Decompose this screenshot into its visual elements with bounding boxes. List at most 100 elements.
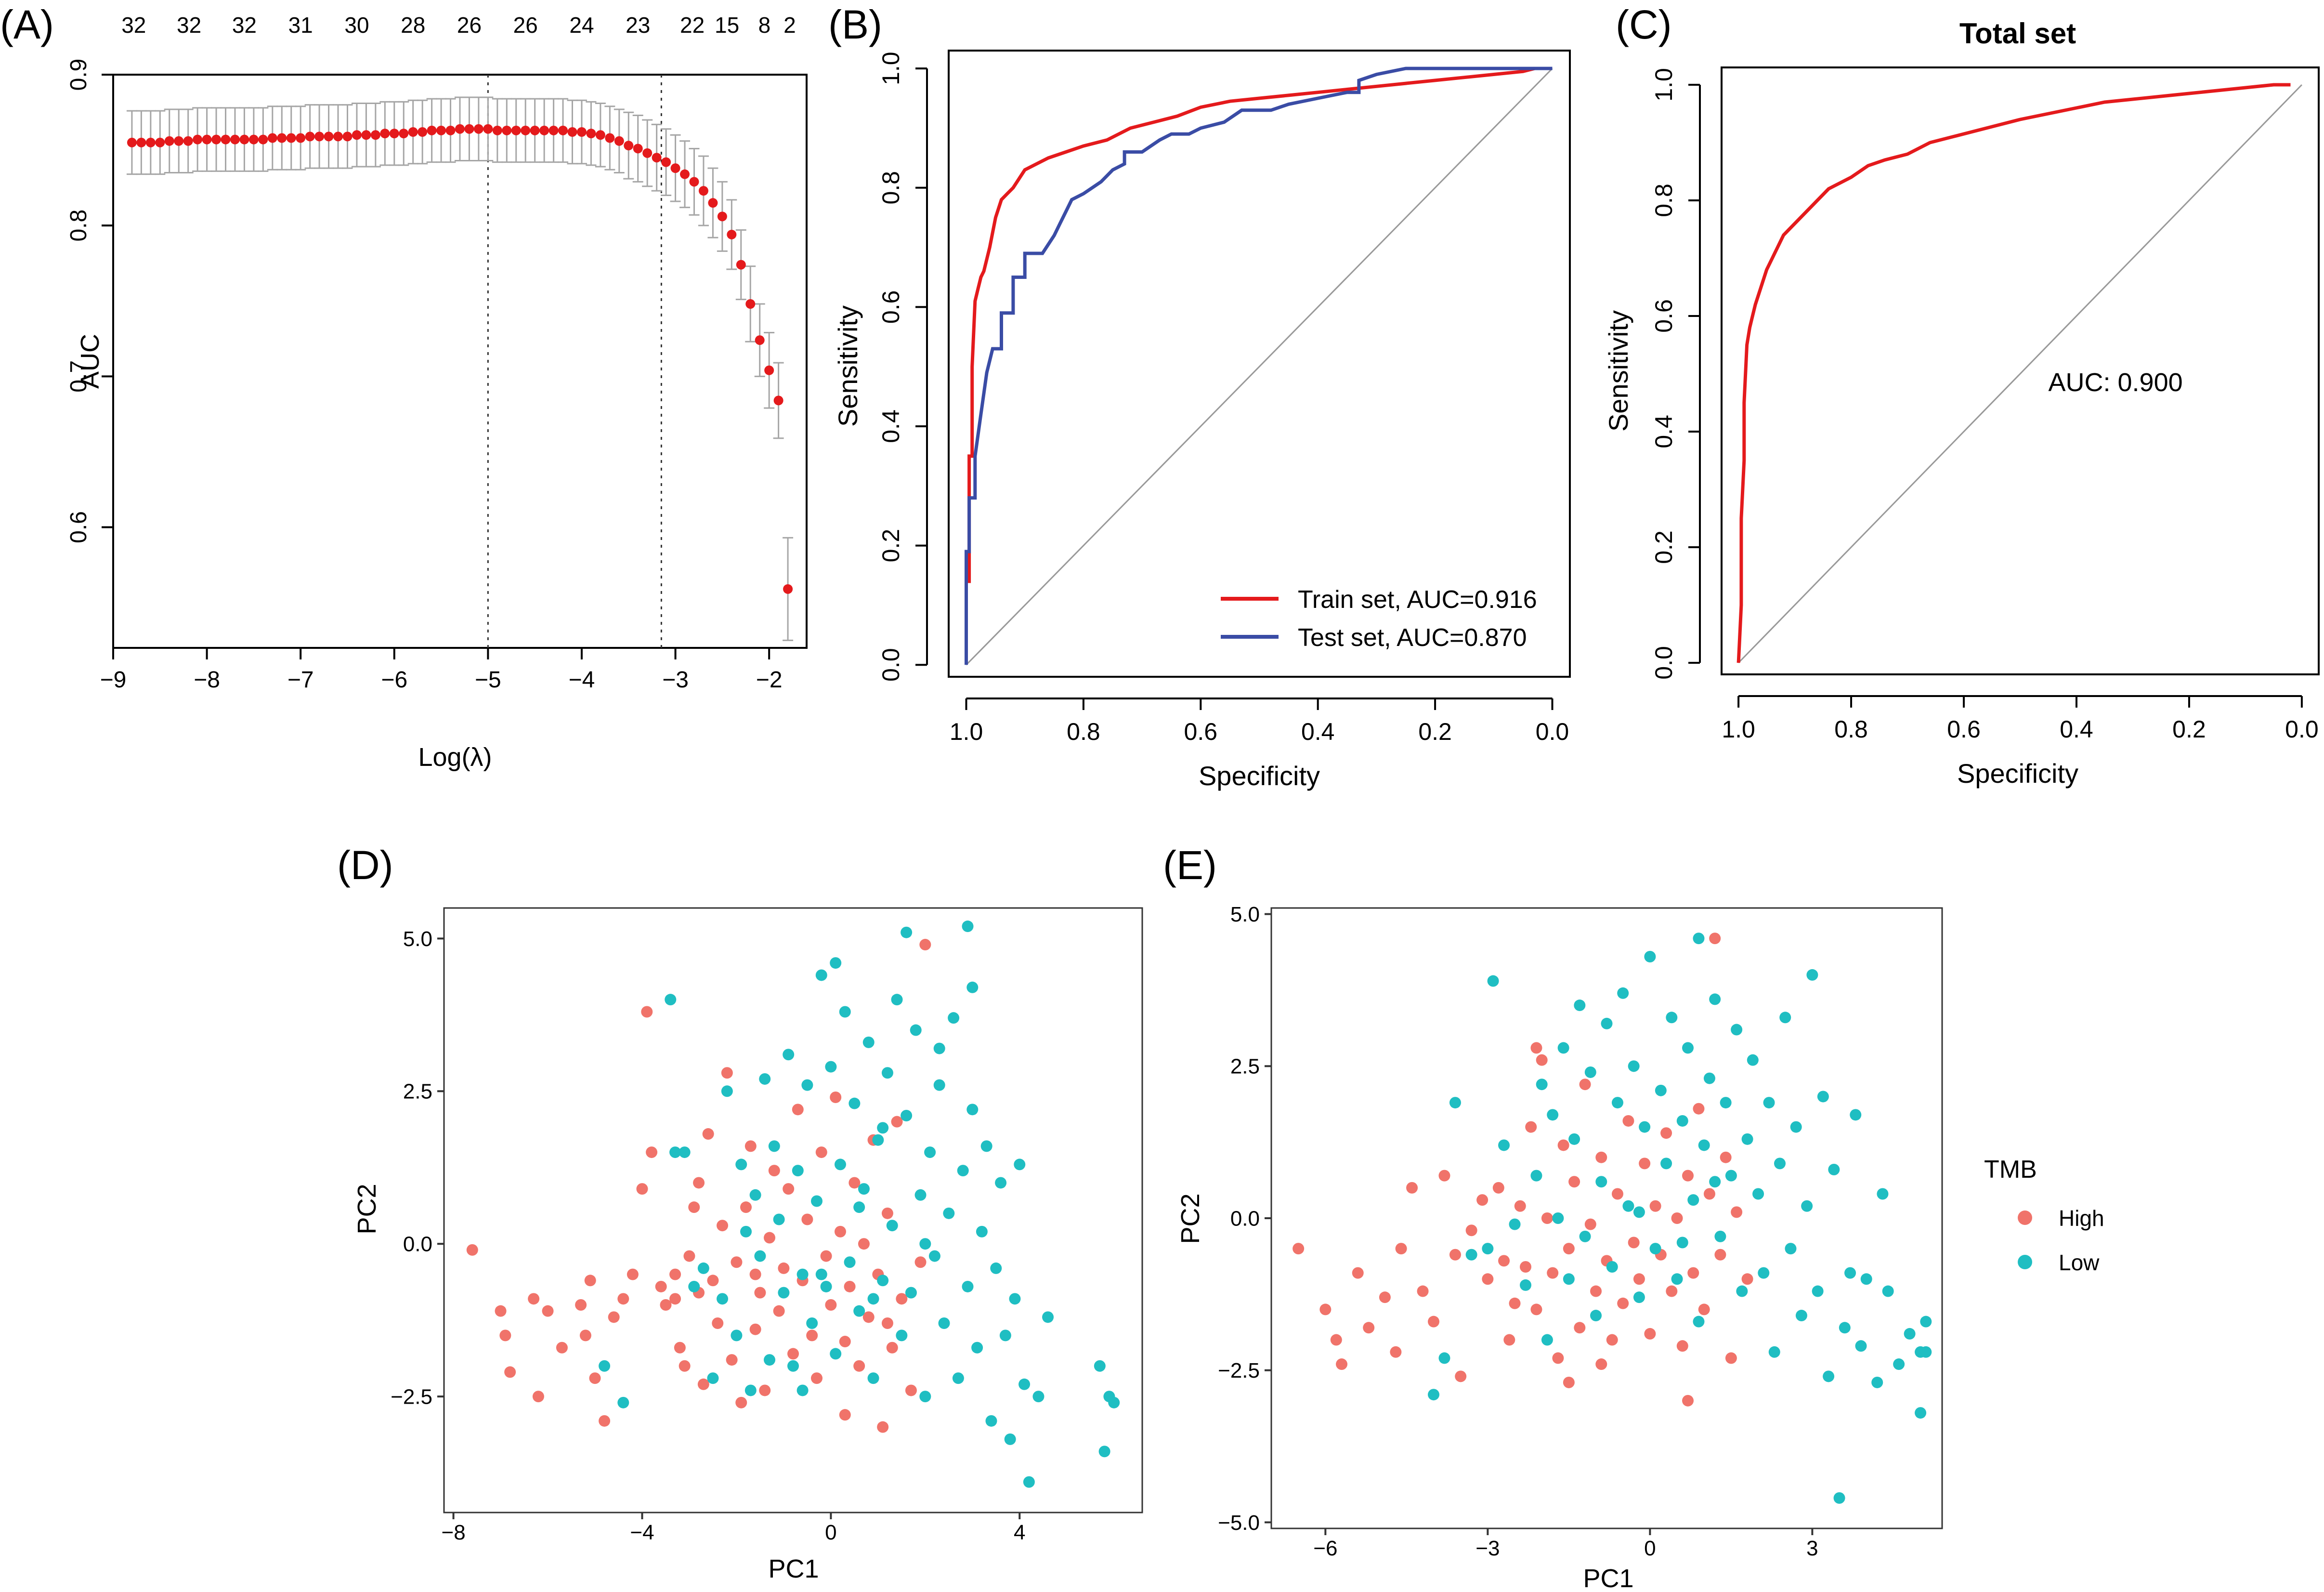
auc-point bbox=[305, 132, 315, 142]
pca-point-low bbox=[768, 1140, 780, 1152]
pca-point-high bbox=[1579, 1079, 1591, 1091]
pca-point-low bbox=[1601, 1017, 1613, 1029]
pca-point-low bbox=[928, 1250, 940, 1262]
pca-point-low bbox=[919, 1238, 931, 1250]
pca-point-low bbox=[1622, 1200, 1634, 1212]
auc-point bbox=[717, 211, 727, 222]
pca-point-high bbox=[1698, 1303, 1710, 1316]
pca-point-high bbox=[919, 939, 931, 951]
auc-point bbox=[127, 137, 137, 147]
pca-point-low bbox=[815, 969, 827, 981]
pca-point-low bbox=[844, 1256, 856, 1268]
top-axis-count-label: 24 bbox=[569, 13, 594, 38]
x-tick-label: −2 bbox=[756, 667, 783, 693]
pca-point-low bbox=[1709, 993, 1721, 1005]
auc-point bbox=[164, 136, 174, 146]
auc-point bbox=[530, 125, 540, 135]
panel-c-title: Total set bbox=[1959, 17, 2076, 50]
pca-point-low bbox=[1098, 1446, 1110, 1458]
pca-point-low bbox=[976, 1225, 988, 1237]
pca-point-low bbox=[1779, 1012, 1791, 1024]
panel-c-diagonal bbox=[1738, 84, 2302, 664]
auc-point bbox=[708, 198, 718, 208]
auc-point bbox=[661, 157, 671, 167]
pca-point-high bbox=[495, 1305, 507, 1317]
pca-point-high bbox=[749, 1323, 761, 1335]
y-tick-label: 0.6 bbox=[877, 290, 904, 324]
pca-point-high bbox=[839, 1336, 851, 1348]
pca-point-high bbox=[1319, 1303, 1332, 1316]
pca-point-high bbox=[764, 1232, 776, 1244]
pca-point-low bbox=[697, 1262, 709, 1274]
pca-point-high bbox=[731, 1256, 743, 1268]
pca-point-high bbox=[726, 1354, 738, 1366]
pca-point-high bbox=[712, 1317, 724, 1329]
pca-point-high bbox=[881, 1207, 893, 1219]
pca-point-high bbox=[1492, 1182, 1504, 1194]
top-axis-count-label: 23 bbox=[626, 13, 650, 38]
auc-point bbox=[221, 134, 231, 145]
y-tick-label: 1.0 bbox=[1650, 68, 1677, 102]
pca-point-high bbox=[717, 1220, 729, 1232]
x-tick-label: 0.4 bbox=[1301, 718, 1335, 745]
panel-b-marks bbox=[965, 66, 1553, 665]
x-tick-label: −3 bbox=[1475, 1537, 1500, 1560]
auc-point bbox=[248, 134, 259, 145]
pca-point-high bbox=[1687, 1267, 1699, 1279]
pca-point-low bbox=[1877, 1188, 1889, 1200]
pca-point-low bbox=[792, 1165, 804, 1177]
panel-c-x-label: Specificity bbox=[1957, 758, 2078, 789]
x-tick-label: 3 bbox=[1806, 1537, 1818, 1560]
auc-point bbox=[736, 260, 746, 270]
auc-point bbox=[136, 137, 146, 147]
pca-point-high bbox=[1731, 1206, 1743, 1218]
pca-point-low bbox=[957, 1165, 969, 1177]
auc-point bbox=[389, 129, 399, 139]
panel-d-axes: −8 −4 0 4 −2.5 0.0 2.5 5.0 bbox=[391, 927, 1025, 1544]
legend-label-train: Train set, AUC=0.916 bbox=[1298, 586, 1537, 614]
pca-point-low bbox=[801, 1079, 813, 1091]
pca-point-high bbox=[1671, 1212, 1683, 1224]
auc-point bbox=[502, 125, 512, 135]
pca-point-high bbox=[1725, 1352, 1737, 1364]
pca-point-low bbox=[1839, 1322, 1851, 1334]
pca-point-high bbox=[1336, 1358, 1348, 1370]
pca-point-low bbox=[1438, 1352, 1450, 1364]
pca-point-high bbox=[1617, 1297, 1629, 1309]
pca-point-low bbox=[1860, 1273, 1872, 1285]
panel-a: (A) AUC Log(λ) −9 −8 −7 −6 −5 −4 −3 −2 0.6 0.7 0.8… bbox=[0, 2, 808, 772]
pca-point-high bbox=[815, 1146, 827, 1158]
auc-point bbox=[342, 132, 353, 142]
x-tick-label: 0.0 bbox=[2285, 716, 2319, 743]
panel-c-auc-annotation: AUC: 0.900 bbox=[2048, 368, 2182, 397]
pca-point-high bbox=[891, 1116, 903, 1128]
panel-d-y-label: PC2 bbox=[353, 1184, 381, 1234]
pca-point-high bbox=[1417, 1285, 1429, 1297]
pca-point-low bbox=[919, 1391, 931, 1403]
pca-point-low bbox=[1465, 1249, 1477, 1261]
pca-point-low bbox=[796, 1268, 809, 1280]
roc-curve-train-set bbox=[966, 66, 1535, 583]
auc-point bbox=[783, 584, 793, 594]
x-tick-label: −6 bbox=[381, 667, 407, 693]
pca-point-low bbox=[933, 1042, 945, 1054]
panel-e-legend: TMB High Low bbox=[1984, 1156, 2104, 1275]
pca-point-high bbox=[646, 1146, 658, 1158]
y-tick-label: 5.0 bbox=[1230, 903, 1260, 926]
pca-point-high bbox=[1703, 1188, 1715, 1200]
auc-point bbox=[145, 137, 156, 147]
pca-point-low bbox=[749, 1189, 761, 1201]
pca-point-low bbox=[1519, 1279, 1531, 1291]
pca-point-low bbox=[896, 1329, 908, 1342]
pca-point-high bbox=[617, 1293, 629, 1305]
y-tick-label: 0.4 bbox=[877, 409, 904, 443]
top-axis-count-label: 22 bbox=[680, 13, 705, 38]
pca-point-low bbox=[1449, 1097, 1461, 1109]
auc-point bbox=[370, 130, 380, 140]
pca-point-high bbox=[886, 1342, 898, 1354]
pca-point-high bbox=[556, 1342, 568, 1354]
pca-point-low bbox=[877, 1122, 889, 1134]
pca-point-low bbox=[1552, 1212, 1564, 1224]
pca-point-low bbox=[1920, 1346, 1932, 1358]
pca-point-low bbox=[862, 1036, 875, 1048]
